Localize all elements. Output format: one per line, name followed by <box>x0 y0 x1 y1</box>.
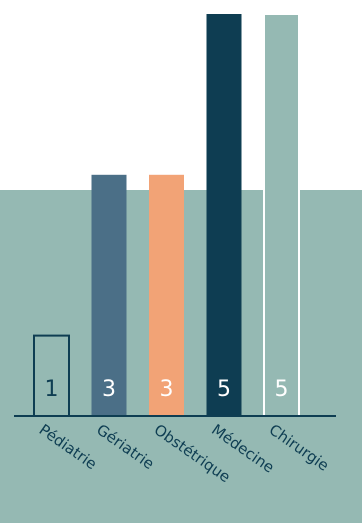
bar-4 <box>263 13 300 417</box>
data-label-2: 3 <box>160 377 174 402</box>
bars <box>33 13 300 418</box>
bar-1 <box>91 174 127 416</box>
data-label-3: 5 <box>217 377 231 402</box>
bar-2 <box>149 174 184 416</box>
data-label-0: 1 <box>45 377 59 402</box>
data-label-4: 5 <box>275 377 289 402</box>
data-label-1: 3 <box>102 377 116 402</box>
bar-3 <box>206 14 242 416</box>
